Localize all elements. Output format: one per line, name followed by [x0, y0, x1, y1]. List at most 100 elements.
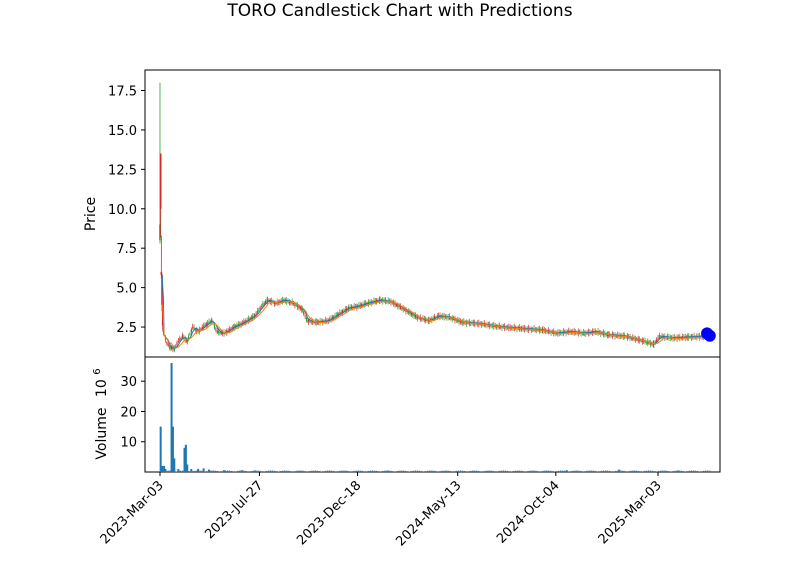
volume-bar [484, 470, 486, 472]
volume-bar [279, 471, 282, 472]
candle-body [453, 318, 455, 320]
volume-bar [204, 471, 206, 472]
volume-bar [275, 471, 278, 472]
volume-axis-label-main: Volume [94, 408, 110, 460]
candle-body [632, 336, 634, 340]
volume-bar [592, 470, 594, 472]
volume-bar [486, 470, 488, 472]
candle-body [236, 324, 238, 327]
volume-bar [443, 470, 445, 472]
volume-bar [186, 464, 189, 472]
volume-bar [455, 470, 457, 472]
volume-y-tick-label: 10 [120, 436, 137, 451]
volume-bar [351, 471, 353, 472]
volume-bar [202, 468, 205, 472]
volume-axis-multiplier-base: 10 [94, 379, 110, 397]
candle-body [228, 328, 231, 332]
candle-body [253, 315, 255, 318]
volume-bar [359, 470, 361, 472]
candle-body [262, 303, 264, 307]
candle-body [401, 307, 403, 309]
volume-bar [302, 470, 304, 472]
candle-body [208, 321, 210, 324]
candle-body [662, 336, 665, 338]
price-plot-frame [144, 69, 721, 358]
candle-body [159, 224, 161, 241]
volume-bar [643, 470, 645, 472]
candle-body [641, 339, 643, 343]
x-tick-label: 2023-Dec-18 [294, 478, 364, 548]
volume-bar [672, 471, 674, 472]
volume-panel: 10 20 30 [120, 356, 721, 473]
candle-body [173, 347, 175, 351]
price-y-tick-label: 10.0 [108, 203, 137, 218]
volume-bar [613, 471, 615, 472]
candle-body [636, 338, 638, 341]
volume-bar [324, 470, 327, 472]
volume-bar [674, 470, 676, 472]
volume-bar [190, 468, 193, 472]
candle-body [306, 320, 308, 322]
volume-bar [506, 470, 509, 472]
volume-bar [412, 470, 415, 472]
candle-body [341, 310, 344, 314]
volume-bar [200, 470, 202, 472]
candle-body [180, 337, 182, 339]
volume-bar [378, 471, 380, 472]
candle-body [290, 302, 292, 304]
volume-bar [251, 470, 253, 472]
candle-body [414, 315, 417, 318]
volume-bar [543, 470, 545, 472]
candle-body [202, 325, 205, 328]
volume-bar [245, 470, 247, 472]
volume-bar [240, 470, 243, 472]
volume-bar [494, 471, 496, 472]
volume-bar [253, 470, 256, 472]
volume-bar [273, 470, 276, 472]
candle-body [295, 304, 297, 306]
candle-body [177, 341, 179, 342]
volume-bar [488, 470, 490, 472]
volume-bar [402, 470, 404, 472]
candle-body [217, 331, 220, 333]
candle-body [394, 303, 396, 306]
candle-body [408, 310, 410, 314]
volume-bar [564, 470, 566, 472]
volume-bar [380, 471, 382, 472]
price-y-tick-label: 17.5 [108, 85, 137, 100]
volume-bar [698, 471, 701, 472]
chart-title: TORO Candlestick Chart with Predictions [226, 1, 572, 21]
candle-body [442, 315, 444, 318]
price-axis-label: Price [83, 197, 99, 231]
volume-bar [224, 470, 226, 472]
candle-body [233, 325, 235, 329]
volume-bar [312, 470, 314, 472]
candle-body [553, 331, 555, 335]
volume-bar [584, 471, 586, 472]
volume-bar [472, 470, 474, 472]
volume-bar [562, 470, 564, 472]
candle-body [660, 336, 662, 338]
volume-bar [470, 470, 472, 472]
volume-bar [271, 470, 273, 472]
volume-bar [525, 471, 527, 472]
volume-bar [427, 470, 429, 472]
volume-bar [206, 471, 208, 472]
candle-body [213, 324, 216, 328]
candle-body [168, 345, 171, 348]
candle-body [292, 303, 295, 305]
volume-bar [288, 470, 290, 472]
candle-body [416, 316, 418, 318]
candle-body [249, 318, 251, 320]
candle-body [223, 332, 225, 335]
candle-body [230, 328, 232, 330]
candle-body [304, 315, 306, 317]
volume-bar [335, 471, 337, 472]
volume-bar [551, 471, 554, 472]
volume-bar [367, 470, 370, 472]
volume-bar [331, 470, 333, 472]
candle-body [340, 312, 342, 314]
volume-bar [194, 470, 196, 472]
candle-body [181, 335, 184, 338]
